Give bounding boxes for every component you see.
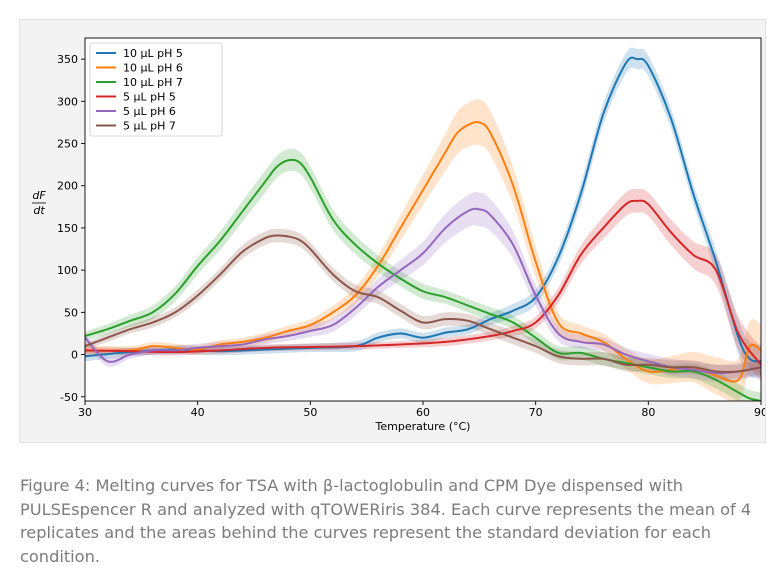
- y-axis-label-numerator: dF: [32, 189, 46, 202]
- y-tick-label: 50: [64, 306, 78, 319]
- x-tick-label: 40: [191, 406, 205, 419]
- x-tick-label: 70: [529, 406, 543, 419]
- y-tick-label: 150: [57, 222, 78, 235]
- x-tick-label: 90: [754, 406, 765, 419]
- series-line-1: [85, 56, 761, 363]
- legend-label-4: 5 µL pH 5: [123, 91, 176, 104]
- x-tick-label: 80: [641, 406, 655, 419]
- figure-caption: Figure 4: Melting curves for TSA with β-…: [20, 476, 752, 566]
- x-tick-label: 60: [416, 406, 430, 419]
- x-axis-label: Temperature (°C): [375, 420, 471, 433]
- y-axis-label-denominator: dt: [33, 204, 45, 217]
- y-tick-label: 100: [57, 264, 78, 277]
- series-band-4: [85, 188, 761, 382]
- y-tick-label: 250: [57, 138, 78, 151]
- legend-label-6: 5 µL pH 7: [123, 120, 176, 133]
- y-tick-label: 350: [57, 53, 78, 66]
- series-band-3: [85, 148, 761, 401]
- series-line-4: [85, 199, 761, 366]
- series-line-6: [85, 234, 761, 373]
- plot-series-group: [85, 47, 761, 401]
- legend-label-2: 10 µL pH 6: [123, 62, 183, 75]
- y-tick-label: 200: [57, 180, 78, 193]
- x-tick-label: 50: [303, 406, 317, 419]
- y-tick-label: 300: [57, 95, 78, 108]
- x-tick-label: 30: [78, 406, 92, 419]
- series-line-5: [85, 207, 761, 375]
- melting-curves-chart: 30 40 50 60 70 80 90 -50 0 50 100 150 200 250 300 350 Te…: [32, 37, 765, 433]
- series-line-3: [85, 158, 761, 401]
- legend-box: [89, 42, 223, 137]
- legend-label-1: 10 µL pH 5: [123, 47, 183, 60]
- y-tick-label: -50: [60, 391, 78, 404]
- series-band-5: [85, 192, 761, 382]
- legend-label-3: 10 µL pH 7: [123, 76, 183, 89]
- legend-label-5: 5 µL pH 6: [123, 105, 176, 118]
- series-band-6: [85, 228, 761, 379]
- figure-frame: 30 40 50 60 70 80 90 -50 0 50 100 150 200 250 300 350 Te…: [19, 19, 766, 443]
- y-tick-label: 0: [71, 349, 78, 362]
